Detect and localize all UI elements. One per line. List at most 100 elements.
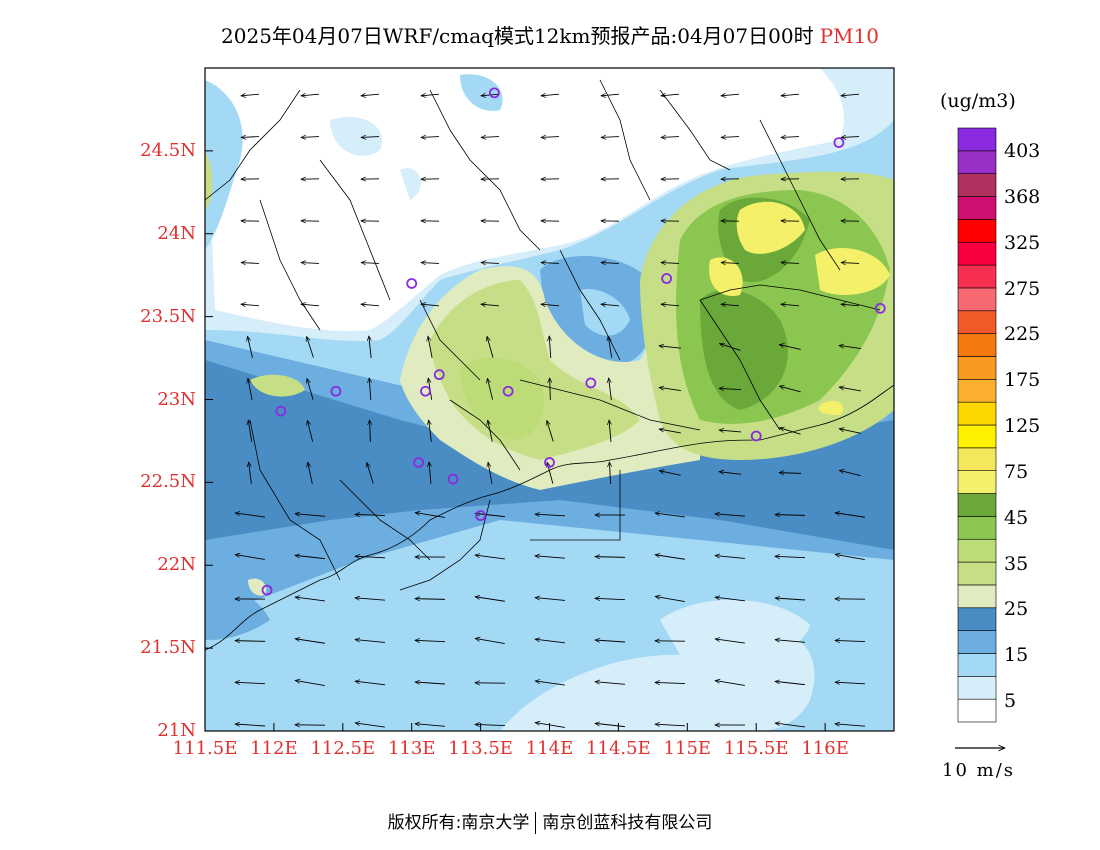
wind-arrow [719, 472, 741, 475]
wind-arrow [541, 304, 560, 306]
wind-arrow [601, 94, 620, 96]
wind-vectors [235, 94, 866, 728]
wind-arrow [595, 598, 626, 599]
wind-arrow [715, 556, 745, 559]
wind-arrow [839, 470, 861, 477]
wind-arrow [541, 94, 560, 96]
title-text: 2025年04月07日WRF/cmaq模式12km预报产品:04月07日00时 [221, 24, 814, 48]
wind-arrow [415, 599, 446, 600]
reference-vector-label: 10 m/s [942, 760, 1015, 781]
wind-arrow [595, 557, 626, 558]
pollutant-label: PM10 [819, 24, 879, 48]
wind-arrow [475, 638, 505, 644]
colorbar-label: 225 [1004, 323, 1041, 346]
wind-arrow [775, 556, 806, 557]
wind-arrow [719, 430, 741, 432]
monitoring-stations [261, 87, 886, 596]
wind-arrow [781, 304, 800, 306]
lon-label: 116E [801, 738, 849, 759]
wind-arrow [601, 137, 620, 138]
station-marker [261, 584, 273, 596]
lon-label: 114E [525, 738, 574, 759]
wind-arrow [241, 137, 260, 138]
station-marker [330, 385, 342, 397]
colorbar-segment [957, 698, 997, 723]
colorbar-segment [957, 584, 997, 609]
wind-arrow [781, 137, 800, 138]
colorbar-label: 368 [1004, 185, 1041, 208]
wind-arrow [487, 378, 494, 400]
lon-label: 115.5E [723, 738, 789, 759]
colorbar-segment [957, 401, 997, 426]
wind-arrow [541, 263, 560, 264]
wind-arrow [307, 420, 314, 442]
pm10-field [205, 68, 894, 731]
wind-arrow [775, 598, 805, 600]
wind-arrow [609, 378, 612, 400]
wind-arrow [609, 462, 610, 485]
wind-arrow [295, 555, 325, 560]
lat-label: 22.5N [140, 471, 196, 493]
wind-arrow [295, 639, 325, 644]
wind-arrow [595, 682, 625, 685]
wind-arrow [779, 428, 801, 435]
wind-arrow [535, 598, 565, 601]
lon-label: 114.5E [586, 738, 651, 759]
colorbar-segment [957, 196, 997, 220]
copyright-right: 南京创蓝科技有限公司 [542, 813, 713, 833]
colorbar-segment [957, 424, 997, 449]
axis-ticks [204, 150, 826, 732]
wind-arrow [421, 137, 440, 138]
wind-arrow [715, 681, 745, 686]
station-marker [420, 385, 431, 397]
wind-arrow [535, 556, 565, 558]
colorbar [957, 127, 997, 723]
wind-arrow [249, 462, 252, 484]
map-title: 2025年04月07日WRF/cmaq模式12km预报产品:04月07日00时 P… [0, 20, 1100, 49]
wind-arrow [475, 597, 505, 602]
wind-arrow [659, 471, 681, 476]
wind-arrow [429, 462, 431, 484]
wind-arrow [835, 682, 866, 684]
wind-arrow [308, 462, 313, 484]
wind-arrow [355, 514, 386, 515]
wind-arrow [235, 641, 266, 642]
colorbar-segment [957, 219, 997, 243]
wind-arrow [715, 597, 745, 602]
wind-arrow [487, 336, 494, 358]
wind-arrow [361, 263, 380, 264]
wind-arrow [248, 378, 253, 400]
wind-arrow [659, 387, 681, 391]
station-marker [406, 278, 418, 289]
wind-arrow [601, 304, 620, 306]
wind-arrow [369, 378, 371, 401]
footer-divider [535, 812, 537, 834]
wind-arrow [370, 420, 371, 443]
lat-label: 21.5N [140, 637, 196, 659]
wind-arrow [835, 724, 865, 726]
wind-arrow [550, 378, 551, 401]
colorbar-segment [957, 607, 997, 631]
wind-arrow [295, 597, 325, 602]
wind-arrow [355, 681, 385, 686]
colorbar-label: 5 [1004, 690, 1017, 712]
colorbar-label: 125 [1004, 415, 1041, 437]
wind-arrow [841, 304, 860, 306]
wind-arrow [355, 598, 385, 600]
wind-arrow [248, 420, 253, 442]
wind-arrow [235, 555, 265, 560]
lat-label: 22N [157, 554, 196, 576]
lon-label: 115E [663, 738, 712, 759]
wind-arrow [235, 724, 265, 726]
wind-arrow [779, 345, 801, 350]
wind-arrow [361, 137, 380, 138]
colorbar-segment [957, 493, 997, 517]
wind-arrow [295, 680, 325, 686]
wind-arrow [715, 514, 745, 516]
wind-arrow [839, 345, 861, 349]
wind-arrow [421, 263, 440, 264]
colorbar-segment [957, 356, 997, 380]
station-marker [585, 377, 597, 389]
station-marker [502, 385, 514, 397]
